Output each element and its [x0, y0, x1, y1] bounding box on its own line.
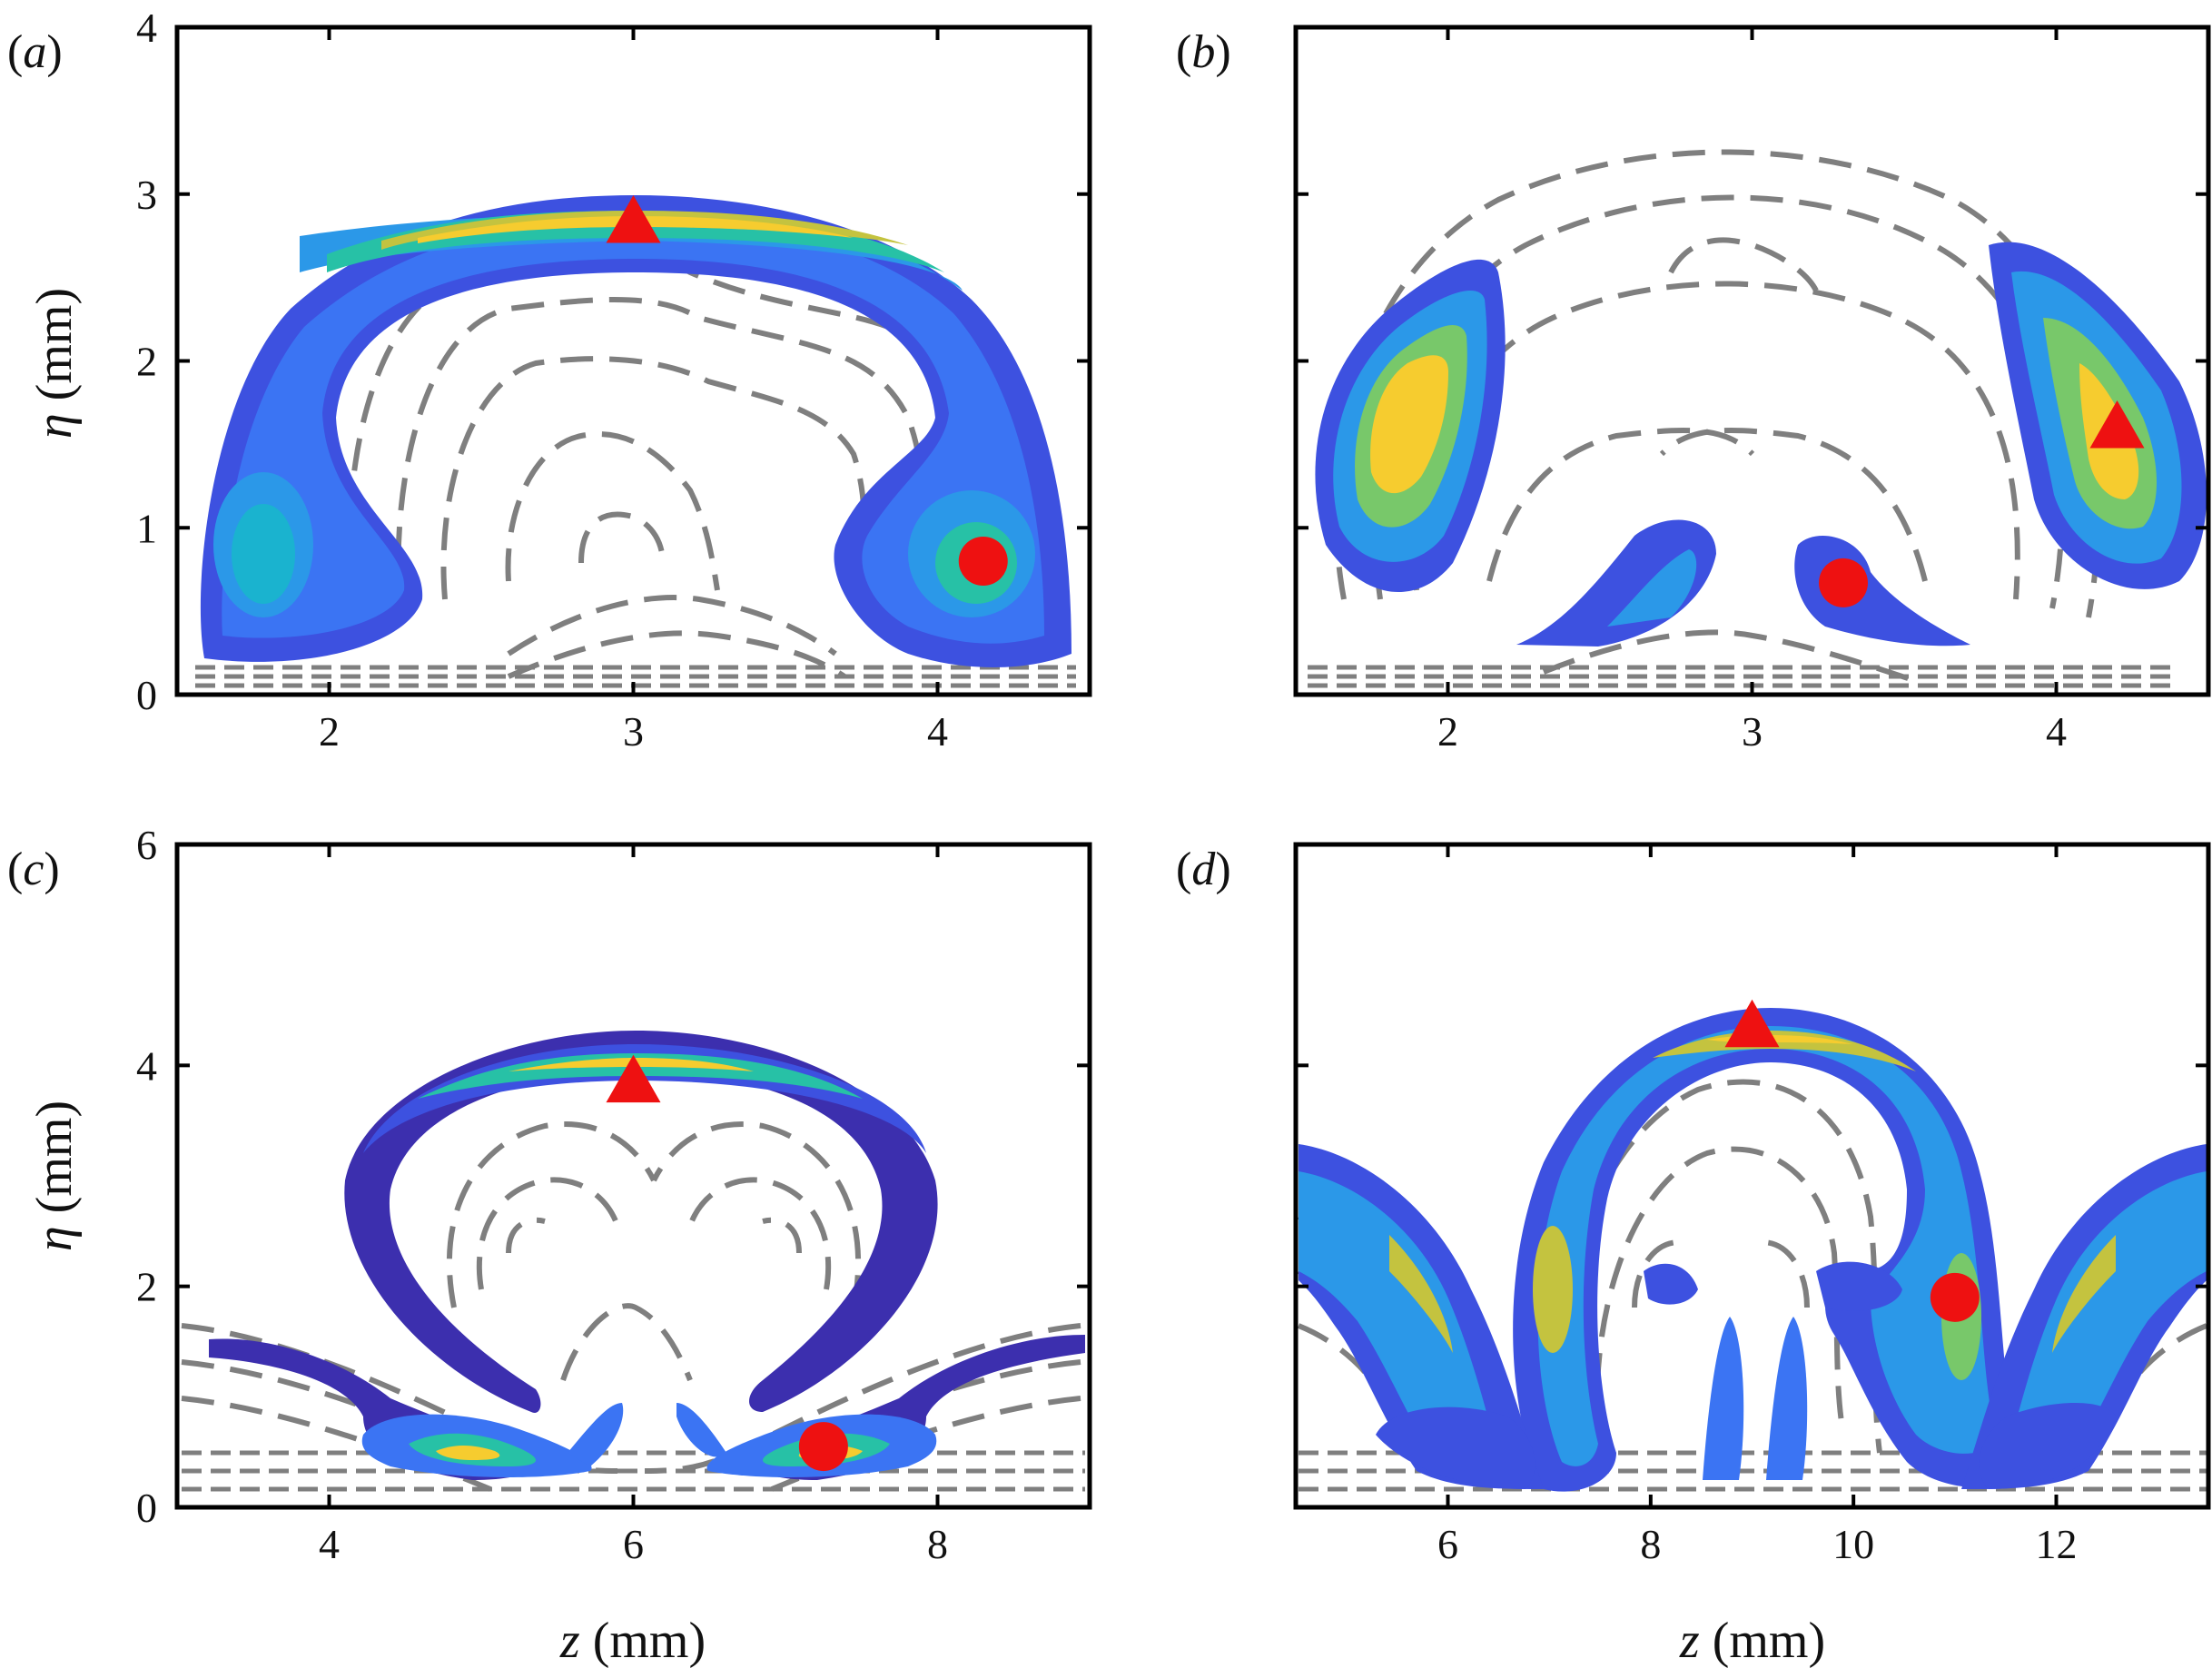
y-tick-label: 6 [136, 822, 157, 868]
x-tick-label: 10 [1832, 1521, 1874, 1567]
panel-d: 6 8 10 12 (d) z (mm) [1176, 842, 2211, 1669]
panel-c-x-axis-title: z (mm) [559, 1613, 706, 1669]
triangle-marker [606, 194, 661, 243]
panel-c-label: (c) [7, 844, 60, 895]
x-tick-label: 2 [319, 708, 340, 755]
panel-c-y-axis-title: η (mm) [26, 1101, 83, 1251]
panel-c-frame [174, 842, 1092, 1510]
panel-d-markers [1724, 999, 1980, 1322]
panel-a-label: (a) [7, 26, 63, 78]
x-tick-label: 3 [623, 708, 644, 755]
panel-d-frame [1293, 842, 2211, 1510]
panel-b-ticks: 2 3 4 [1296, 25, 2208, 755]
panel-b-markers [1819, 400, 2145, 607]
panel-a-ticks: 2 3 4 0 1 2 3 4 [136, 5, 1090, 755]
panel-a-markers [606, 194, 1008, 586]
y-tick-label: 1 [136, 505, 157, 551]
x-tick-label: 6 [623, 1521, 644, 1567]
panel-a-y-axis-title: η (mm) [26, 288, 83, 439]
panel-a: 2 3 4 0 1 2 3 4 (a) η (mm) [7, 5, 1092, 755]
y-tick-label: 4 [136, 1042, 157, 1089]
panel-c-markers [606, 1054, 848, 1472]
panel-d-label: (d) [1176, 844, 1231, 895]
x-tick-label: 4 [319, 1521, 340, 1567]
x-tick-label: 2 [1437, 708, 1458, 755]
panel-c-ticks: 4 6 8 0 2 4 6 [136, 822, 1090, 1567]
y-tick-label: 2 [136, 339, 157, 385]
triangle-marker [2089, 400, 2145, 449]
y-tick-label: 3 [136, 172, 157, 218]
x-tick-label: 8 [1640, 1521, 1661, 1567]
panel-a-contours [195, 195, 1076, 697]
y-tick-label: 2 [136, 1264, 157, 1310]
circle-marker [1930, 1272, 1980, 1322]
x-tick-label: 4 [2046, 708, 2067, 755]
panel-d-ticks: 6 8 10 12 [1296, 843, 2208, 1567]
panel-d-contours [1297, 1008, 2208, 1492]
circle-marker [798, 1422, 848, 1472]
y-tick-label: 4 [136, 5, 157, 51]
panel-d-x-axis-title: z (mm) [1679, 1613, 1825, 1669]
y-tick-label: 0 [136, 1485, 157, 1531]
panel-b-label: (b) [1176, 26, 1231, 78]
x-tick-label: 4 [927, 708, 948, 755]
triangle-marker [606, 1054, 661, 1103]
triangle-marker [1724, 999, 1780, 1048]
circle-marker [1819, 558, 1868, 607]
x-tick-label: 12 [2036, 1521, 2078, 1567]
panel-b: 2 3 4 (b) [1176, 25, 2211, 755]
panel-c: 4 6 8 0 2 4 6 (c) η (mm) z (mm) [7, 822, 1092, 1669]
x-tick-label: 3 [1742, 708, 1763, 755]
y-tick-label: 0 [136, 672, 157, 718]
x-tick-label: 8 [927, 1521, 948, 1567]
circle-marker [958, 537, 1008, 586]
panel-b-contours [1308, 149, 2207, 697]
x-tick-label: 6 [1437, 1521, 1458, 1567]
